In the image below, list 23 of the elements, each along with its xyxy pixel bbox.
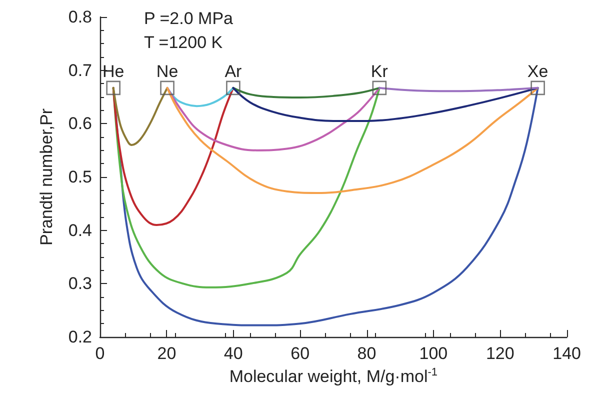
y-tick-label: 0.3 [68,274,92,294]
x-tick-label: 120 [486,344,514,363]
y-tick-label: 0.2 [68,328,92,346]
annotation: He [102,62,124,81]
annotation: Xe [527,62,548,81]
annotation: Ar [224,62,242,81]
y-tick-label: 0.6 [68,114,92,134]
y-axis-title: Prandtl number,Pr [37,108,56,246]
x-tick-label: 0 [95,344,105,363]
x-tick-label: 100 [419,344,448,363]
y-tick-label: 0.8 [68,8,92,26]
y-tick-label: 0.7 [68,60,92,80]
annotation: T =1200 K [144,33,224,52]
y-tick-label: 0.5 [68,168,92,186]
y-tick-label: 0.4 [68,220,92,240]
annotation: P =2.0 MPa [144,9,234,28]
x-tick-label: 80 [357,344,376,363]
annotation: Ne [156,62,178,81]
x-tick-label: 140 [552,344,582,363]
annotation: Kr [370,62,388,81]
x-tick-label: 40 [224,344,243,363]
x-tick-label: 20 [157,344,176,363]
x-tick-label: 60 [290,344,310,363]
